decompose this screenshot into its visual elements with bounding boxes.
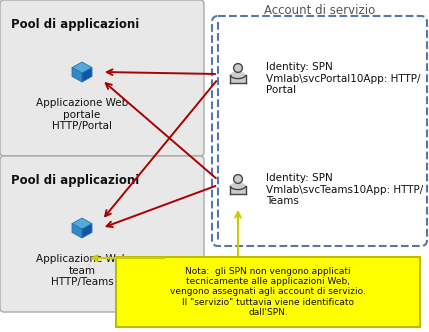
Text: Account di servizio: Account di servizio bbox=[264, 4, 375, 17]
Text: Pool di applicazioni: Pool di applicazioni bbox=[11, 174, 139, 187]
Polygon shape bbox=[82, 223, 92, 238]
Text: Pool di applicazioni: Pool di applicazioni bbox=[11, 18, 139, 31]
Text: Identity: SPN
Vmlab\svcTeams10App: HTTP/
Teams: Identity: SPN Vmlab\svcTeams10App: HTTP/… bbox=[266, 173, 423, 206]
Polygon shape bbox=[230, 71, 245, 75]
Polygon shape bbox=[230, 182, 245, 186]
Text: Identity: SPN
Vmlab\svcPortal10App: HTTP/
Portal: Identity: SPN Vmlab\svcPortal10App: HTTP… bbox=[266, 62, 420, 95]
Text: Nota:  gli SPN non vengono applicati
tecnicamente alle applicazioni Web,
vengono: Nota: gli SPN non vengono applicati tecn… bbox=[170, 267, 366, 317]
FancyBboxPatch shape bbox=[116, 257, 420, 327]
Polygon shape bbox=[72, 223, 82, 238]
Polygon shape bbox=[72, 62, 92, 73]
Circle shape bbox=[234, 64, 242, 72]
Polygon shape bbox=[230, 186, 245, 194]
Polygon shape bbox=[230, 75, 245, 83]
Text: Applicazione Web
team
HTTP/Teams: Applicazione Web team HTTP/Teams bbox=[36, 254, 128, 287]
FancyBboxPatch shape bbox=[0, 156, 204, 312]
FancyBboxPatch shape bbox=[0, 0, 204, 156]
Text: Applicazione Web
portale
HTTP/Portal: Applicazione Web portale HTTP/Portal bbox=[36, 98, 128, 131]
Polygon shape bbox=[72, 218, 92, 229]
Circle shape bbox=[234, 175, 242, 183]
Polygon shape bbox=[72, 68, 82, 82]
Polygon shape bbox=[82, 68, 92, 82]
